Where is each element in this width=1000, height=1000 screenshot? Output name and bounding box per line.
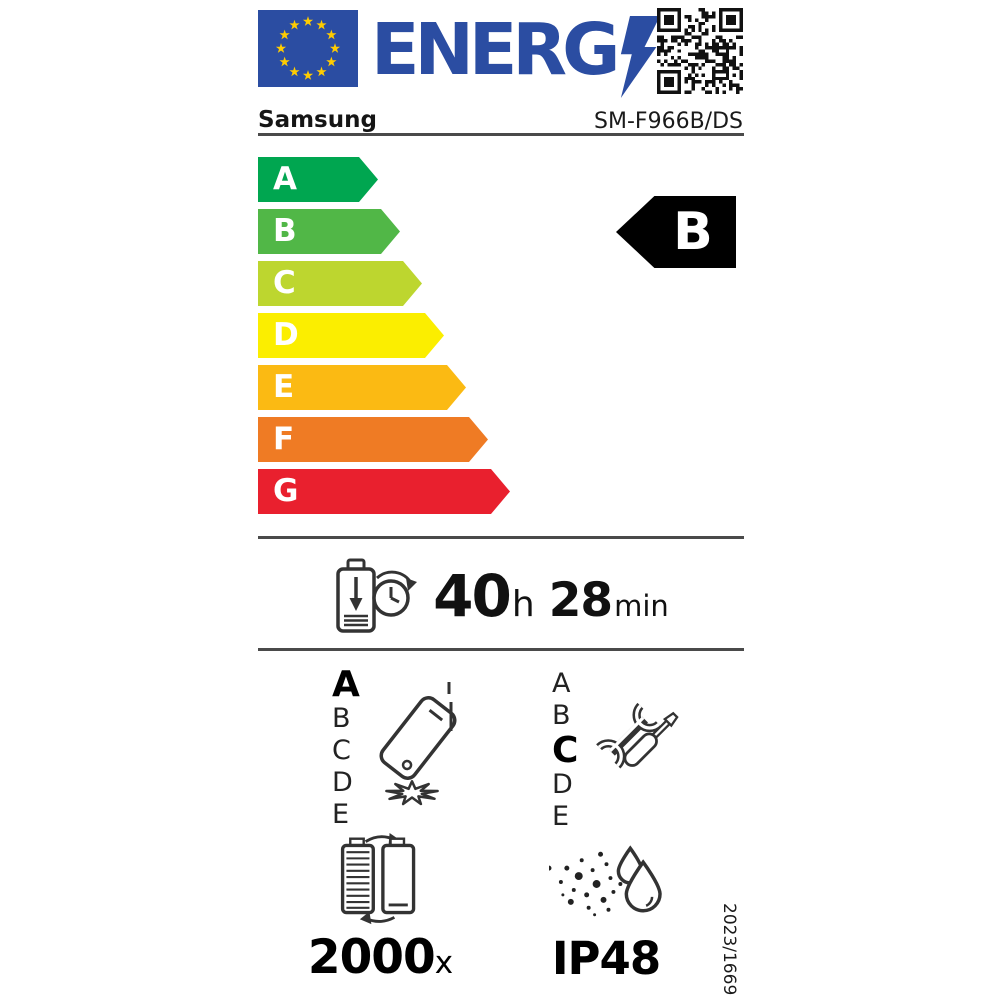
repair-class-a: A	[552, 668, 571, 699]
divider	[258, 133, 744, 136]
divider	[258, 536, 744, 539]
scale-letter: B	[273, 213, 297, 249]
drop-resistance-section: A B C D E	[332, 666, 470, 831]
scale-letter: D	[273, 317, 299, 353]
qr-code	[657, 8, 743, 94]
scale-arrow-c: C	[258, 261, 422, 306]
drop-class-e: E	[332, 799, 350, 830]
scale-letter: C	[273, 265, 296, 301]
scale-arrow-d: D	[258, 313, 444, 358]
energy-rating-letter: B	[673, 202, 713, 262]
ingress-protection-section: IP48	[523, 840, 689, 981]
cycles-unit: x	[434, 945, 453, 981]
eu-flag	[258, 10, 358, 87]
scale-letter: F	[273, 421, 295, 457]
phone-drop-icon	[379, 682, 457, 806]
scale-letter: A	[273, 161, 297, 197]
scale-letter: E	[273, 369, 295, 405]
drop-class-c: C	[332, 735, 351, 766]
scale-letter: G	[273, 473, 299, 509]
repair-class-e: E	[552, 801, 570, 832]
drop-class-d: D	[332, 767, 353, 798]
battery-clock-icon	[336, 558, 418, 633]
model-number: SM-F966B/DS	[594, 109, 743, 134]
battery-cycles-value: 2000x	[297, 934, 463, 981]
battery-cycles-section: 2000x	[297, 832, 463, 981]
drop-class-b: B	[332, 703, 351, 734]
brand-name: Samsung	[258, 107, 377, 133]
energy-rating-badge: B	[616, 196, 736, 268]
repair-class-b: B	[552, 700, 571, 731]
battery-cycle-icon	[340, 832, 416, 925]
drop-resistance-scale: A B C D E	[332, 666, 360, 831]
battery-endurance-value: 40 h 28 min	[433, 562, 669, 630]
battery-endurance: 40 h 28 min	[258, 550, 744, 642]
scale-arrow-b: B	[258, 209, 400, 254]
divider	[258, 648, 744, 651]
repair-class-d: D	[552, 769, 573, 800]
regulation-number: 2023/1669	[719, 903, 739, 996]
scale-arrow-g: G	[258, 469, 510, 514]
endurance-hours-unit: h	[511, 584, 535, 625]
endurance-hours: 40	[433, 562, 512, 630]
repairability-scale: A B C D E	[552, 668, 578, 833]
repairability-section: A B C D E	[552, 668, 680, 833]
repair-class-c-selected: C	[552, 730, 579, 771]
tools-icon	[596, 702, 680, 769]
scale-arrow-a: A	[258, 157, 378, 202]
dust-water-icon	[546, 845, 662, 917]
energy-logo: ENERG	[371, 14, 663, 98]
scale-arrow-f: F	[258, 417, 488, 462]
endurance-minutes-unit: min	[614, 589, 669, 623]
endurance-minutes: 28	[548, 573, 613, 628]
energy-logo-text: ENERG	[371, 8, 620, 91]
drop-class-a-selected: A	[332, 664, 360, 705]
cycles-number: 2000	[307, 930, 436, 985]
ip-rating-value: IP48	[551, 932, 661, 985]
lightning-bolt-icon	[621, 16, 661, 98]
energy-class-scale: A B C D E F G	[258, 157, 510, 521]
scale-arrow-e: E	[258, 365, 466, 410]
